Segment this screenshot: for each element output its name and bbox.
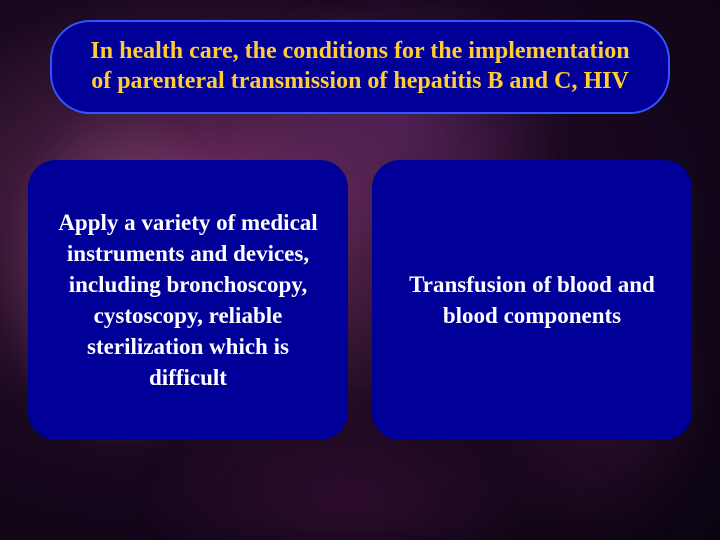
card-transfusion: Transfusion of blood and blood component… (372, 160, 692, 440)
card-instruments: Apply a variety of medical instruments a… (28, 160, 348, 440)
title-panel: In health care, the conditions for the i… (50, 20, 670, 114)
cards-row: Apply a variety of medical instruments a… (28, 160, 692, 440)
